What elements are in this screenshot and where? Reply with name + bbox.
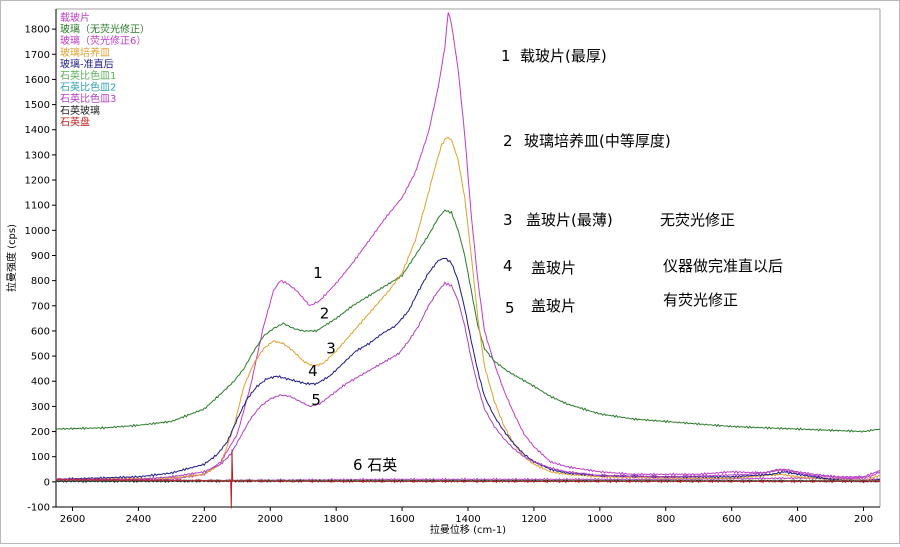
y-tick-label: 900 [31, 251, 50, 262]
annotation-1-number: 1 [501, 47, 511, 65]
series-line-1 [55, 209, 881, 433]
annotation-5-number: 5 [505, 299, 515, 317]
x-tick-label: 800 [656, 514, 675, 525]
annotation-4-extra: 仪器做完准直以后 [663, 257, 783, 275]
series-line-7 [55, 281, 881, 482]
x-tick-label: 1200 [521, 514, 546, 525]
y-axis-title: 拉曼强度 (cps) [5, 224, 18, 292]
y-tick-label: -100 [27, 503, 50, 514]
y-tick-label: 1700 [25, 50, 50, 61]
x-tick-label: 2400 [126, 514, 151, 525]
y-tick-label: 1200 [25, 176, 50, 187]
series-line-9 [55, 449, 881, 509]
curve-label-1: 1 [313, 264, 323, 282]
y-tick-label: 0 [44, 477, 50, 488]
legend-entry-4: 玻璃-准直后 [60, 57, 114, 70]
annotation-4-number: 4 [503, 257, 513, 275]
x-tick-label: 1800 [323, 514, 348, 525]
y-tick-label: 100 [31, 452, 50, 463]
quartz-label: 6 石英 [353, 456, 397, 474]
y-tick-label: 1500 [25, 100, 50, 111]
x-tick-label: 600 [722, 514, 741, 525]
y-tick-label: 800 [31, 276, 50, 287]
y-tick-label: 600 [31, 326, 50, 337]
annotation-2-number: 2 [503, 132, 513, 150]
y-tick-label: 1100 [25, 201, 50, 212]
curve-label-3: 3 [326, 340, 336, 358]
curve-label-5: 5 [311, 391, 321, 409]
legend-entry-3: 玻璃培养皿 [60, 46, 110, 59]
annotation-2-text: 玻璃培养皿(中等厚度) [524, 132, 671, 150]
legend-entry-5: 石英比色皿1 [60, 69, 116, 82]
curve-label-4: 4 [308, 362, 318, 380]
axis-ticks: 2600 2400 2200 2000 1800 1600 1400 1200 1000 800 6… [25, 25, 874, 525]
curve-label-2: 2 [320, 304, 330, 322]
x-tick-label: 400 [788, 514, 807, 525]
annotation-3-text: 盖玻片(最薄) [526, 211, 613, 229]
series-line-0 [55, 12, 881, 483]
series-line-3 [55, 136, 881, 483]
legend-entry-9: 石英盘 [60, 115, 90, 128]
y-tick-label: 700 [31, 301, 50, 312]
x-tick-label: 2000 [258, 514, 283, 525]
x-tick-label: 2200 [192, 514, 217, 525]
y-tick-label: 1000 [25, 226, 50, 237]
x-axis-title: 拉曼位移 (cm-1) [430, 523, 506, 536]
annotation-5-text: 盖玻片 [531, 297, 576, 315]
y-tick-label: 300 [31, 402, 50, 413]
y-tick-label: 200 [31, 427, 50, 438]
legend-entry-2: 玻璃（荧光修正6） [60, 34, 146, 47]
annotation-3-extra: 无荧光修正 [660, 211, 735, 229]
annotation-1-text: 载玻片(最厚) [520, 47, 607, 65]
legend-entry-1: 玻璃（无荧光修正） [60, 23, 150, 36]
legend-entry-0: 载玻片 [60, 11, 90, 24]
legend-entry-8: 石英玻璃 [60, 104, 100, 117]
legend-entry-6: 石英比色皿2 [60, 81, 116, 94]
annotation-3-number: 3 [503, 211, 513, 229]
x-tick-label: 1400 [455, 514, 480, 525]
y-tick-label: 1800 [25, 25, 50, 36]
y-tick-label: 500 [31, 352, 50, 363]
x-tick-label: 2600 [60, 514, 85, 525]
legend-entry-7: 石英比色皿3 [60, 92, 116, 105]
y-tick-label: 1400 [25, 125, 50, 136]
series-line-4 [55, 257, 880, 483]
curve-labels: 1 2 34 5 [308, 264, 336, 409]
y-tick-label: 1600 [25, 75, 50, 86]
x-tick-label: 200 [854, 514, 873, 525]
annotation-5-extra: 有荧光修正 [663, 291, 738, 309]
series-lines [55, 12, 881, 509]
y-tick-label: 400 [31, 377, 50, 388]
x-tick-label: 1600 [389, 514, 414, 525]
legend: 载玻片玻璃（无荧光修正）玻璃（荧光修正6）玻璃培养皿玻璃-准直后石英比色皿1石英… [60, 11, 150, 128]
x-tick-label: 1000 [587, 514, 612, 525]
y-tick-label: 1300 [25, 150, 50, 161]
annotation-4-text: 盖玻片 [531, 259, 576, 277]
